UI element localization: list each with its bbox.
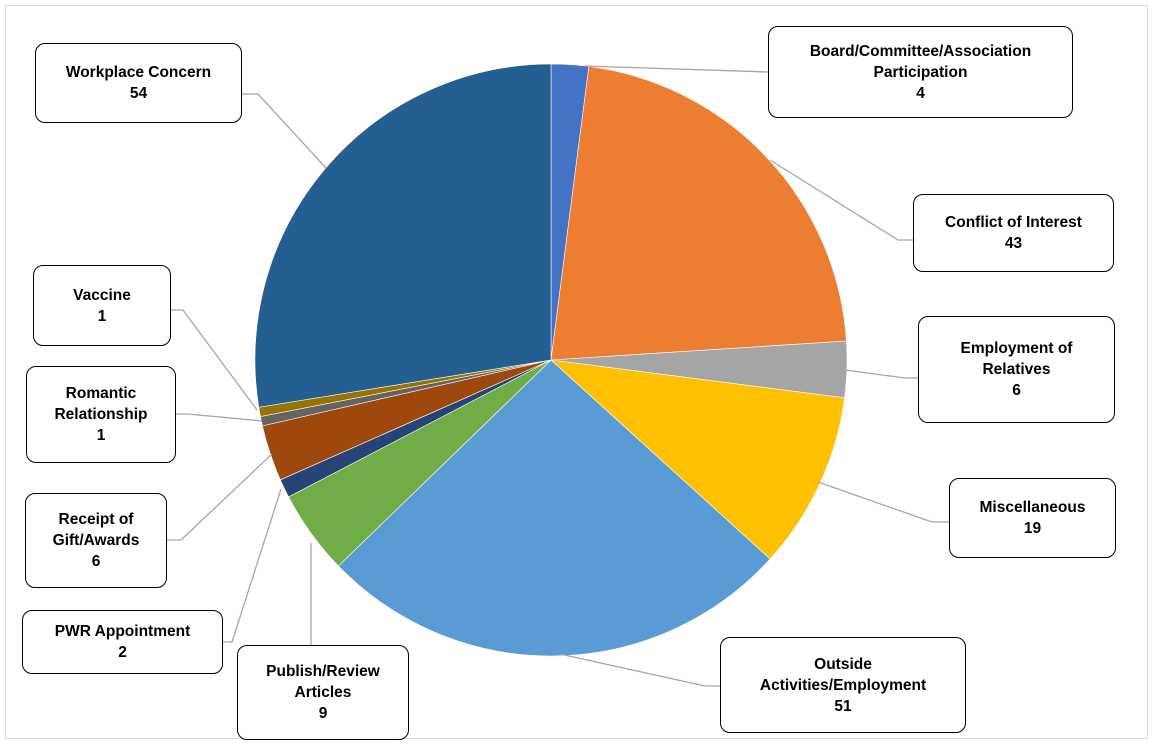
callout-pwr: PWR Appointment 2 <box>22 610 223 674</box>
callout-conflict-label: Conflict of Interest <box>945 214 1082 231</box>
callout-gift: Receipt of Gift/Awards 6 <box>25 493 167 588</box>
leader-vaccine <box>171 309 258 411</box>
pie-slice-outside-activities-employment <box>337 359 771 657</box>
pie-slice-conflict-of-interest <box>550 66 847 361</box>
leader-relatives <box>844 369 918 379</box>
callout-vaccine-value: 1 <box>97 307 107 325</box>
callout-vaccine: Vaccine 1 <box>33 265 171 346</box>
chart-frame <box>5 5 1148 739</box>
leader-misc <box>817 481 949 523</box>
callout-board: Board/Committee/Association Participatio… <box>768 26 1073 118</box>
leader-outside <box>559 653 720 687</box>
callout-gift-label: Receipt of Gift/Awards <box>52 511 140 549</box>
leader-workplace <box>242 93 327 169</box>
leader-lines <box>167 65 949 687</box>
pie-slices <box>254 63 848 657</box>
callout-outside: Outside Activities/Employment 51 <box>720 637 966 733</box>
callout-workplace: Workplace Concern 54 <box>35 43 242 123</box>
callout-pwr-value: 2 <box>118 644 127 661</box>
callout-relatives-label: Employment of Relatives <box>960 340 1073 378</box>
callout-board-label: Board/Committee/Association Participatio… <box>809 42 1032 81</box>
callout-relatives-value: 6 <box>1012 382 1021 399</box>
callout-publish-value: 9 <box>318 705 328 722</box>
leader-gift <box>167 453 273 541</box>
pie-slice-workplace-concern <box>254 63 552 408</box>
callout-outside-label: Outside Activities/Employment <box>759 655 927 694</box>
callout-gift-value: 6 <box>91 553 101 570</box>
pie-slice-miscellaneous <box>550 359 845 560</box>
callout-misc-label: Miscellaneous <box>979 499 1086 516</box>
callout-board-value: 4 <box>916 84 925 102</box>
callout-publish: Publish/Review Articles 9 <box>237 645 409 740</box>
callout-publish-label: Publish/Review Articles <box>266 663 380 701</box>
leader-romantic <box>176 413 263 422</box>
callout-romantic-label: Romantic Relationship <box>54 385 148 423</box>
callout-romantic: Romantic Relationship 1 <box>26 366 176 463</box>
callout-vaccine-label: Vaccine <box>73 286 131 304</box>
callout-workplace-label: Workplace Concern <box>65 64 212 81</box>
callout-relatives: Employment of Relatives 6 <box>918 316 1115 423</box>
callout-workplace-value: 54 <box>129 85 148 102</box>
callout-romantic-value: 1 <box>96 427 106 444</box>
callout-conflict-value: 43 <box>1004 235 1023 252</box>
callout-pwr-label: PWR Appointment <box>54 623 191 640</box>
leader-board <box>584 65 769 73</box>
leader-conflict <box>769 159 913 241</box>
callout-misc-value: 19 <box>1023 520 1042 537</box>
callout-misc: Miscellaneous 19 <box>949 478 1116 558</box>
callout-conflict: Conflict of Interest 43 <box>913 194 1114 272</box>
callout-outside-value: 51 <box>834 697 852 715</box>
leader-pwr <box>223 488 282 643</box>
